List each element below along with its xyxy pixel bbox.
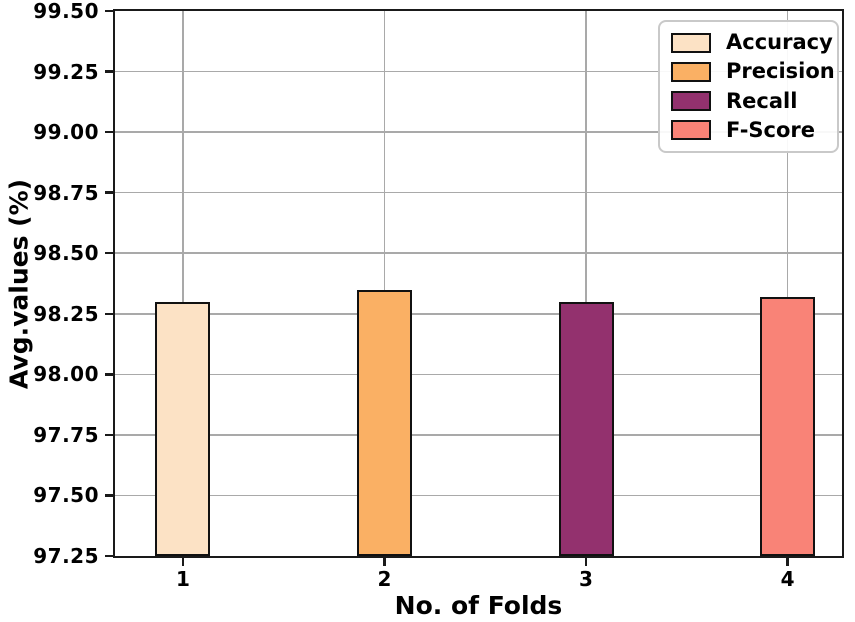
y-tick-label: 98.50	[33, 241, 99, 266]
y-tick-label: 99.25	[33, 59, 99, 84]
y-tick-mark	[105, 494, 113, 497]
bar-precision	[356, 289, 412, 556]
y-tick-mark	[105, 312, 113, 316]
legend-item: Precision	[671, 60, 835, 83]
bar-accuracy	[155, 301, 211, 556]
x-tick-mark	[383, 558, 386, 566]
y-tick-label: 97.25	[33, 544, 99, 568]
legend-swatch-recall	[671, 91, 711, 112]
h-gridline	[115, 191, 842, 194]
legend-label: Recall	[726, 88, 798, 113]
x-tick-label: 2	[377, 567, 392, 591]
legend-label: Precision	[726, 59, 835, 84]
y-tick-mark	[105, 251, 113, 255]
h-gridline	[115, 131, 842, 133]
x-tick-label: 1	[175, 567, 190, 591]
bar-f-score	[760, 296, 816, 556]
bar-recall	[558, 301, 614, 556]
y-axis-label: Avg.values (%)	[4, 178, 34, 390]
y-tick-label: 98.75	[33, 180, 99, 205]
legend-label: Accuracy	[726, 30, 833, 54]
h-gridline	[115, 70, 842, 73]
x-axis-label: No. of Folds	[394, 591, 563, 620]
v-gridline	[585, 11, 587, 556]
y-tick-mark	[105, 373, 113, 376]
y-tick-mark	[105, 130, 113, 134]
h-gridline	[115, 434, 842, 436]
y-tick-label: 97.50	[33, 483, 99, 508]
y-tick-label: 98.00	[33, 362, 99, 387]
v-gridline	[182, 11, 184, 556]
legend-label: F-Score	[726, 117, 816, 142]
y-tick-mark	[105, 9, 113, 13]
h-gridline	[115, 373, 842, 376]
x-tick-mark	[181, 558, 185, 566]
y-tick-label: 98.25	[33, 301, 99, 326]
x-tick-label: 4	[780, 567, 795, 591]
v-gridline	[786, 11, 789, 556]
y-tick-mark	[105, 191, 113, 194]
legend-item: Recall	[671, 88, 826, 113]
y-tick-label: 97.75	[33, 422, 99, 447]
y-tick-mark	[105, 554, 113, 558]
y-tick-label: 99.00	[33, 120, 99, 145]
x-tick-label: 3	[579, 567, 593, 591]
x-tick-mark	[786, 558, 789, 566]
legend-item: F-Score	[671, 117, 826, 142]
h-gridline	[115, 313, 842, 315]
v-gridline	[383, 11, 386, 556]
y-tick-label: 99.50	[33, 0, 99, 23]
h-gridline	[115, 494, 842, 497]
h-gridline	[115, 252, 842, 254]
legend-swatch-f-score	[671, 120, 711, 141]
legend-item: Accuracy	[671, 30, 833, 54]
legend-swatch-accuracy	[671, 32, 711, 53]
x-tick-mark	[584, 558, 588, 566]
y-tick-mark	[105, 433, 113, 437]
y-tick-mark	[105, 70, 113, 73]
legend: Accuracy Precision Recall F-Score	[658, 20, 839, 153]
legend-swatch-precision	[671, 61, 711, 82]
